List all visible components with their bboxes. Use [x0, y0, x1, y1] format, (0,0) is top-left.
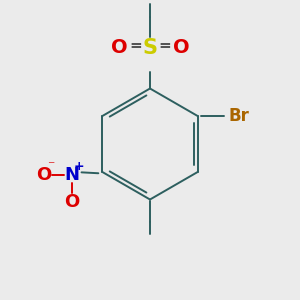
Text: =: =: [158, 38, 171, 53]
Text: Br: Br: [228, 107, 249, 125]
Text: N: N: [64, 166, 80, 184]
Text: ⁻: ⁻: [47, 159, 55, 173]
Text: O: O: [36, 166, 51, 184]
Text: S: S: [142, 38, 158, 58]
Text: O: O: [172, 38, 189, 58]
Text: +: +: [73, 160, 84, 173]
Text: O: O: [64, 193, 80, 211]
Text: O: O: [111, 38, 128, 58]
Text: =: =: [129, 38, 142, 53]
